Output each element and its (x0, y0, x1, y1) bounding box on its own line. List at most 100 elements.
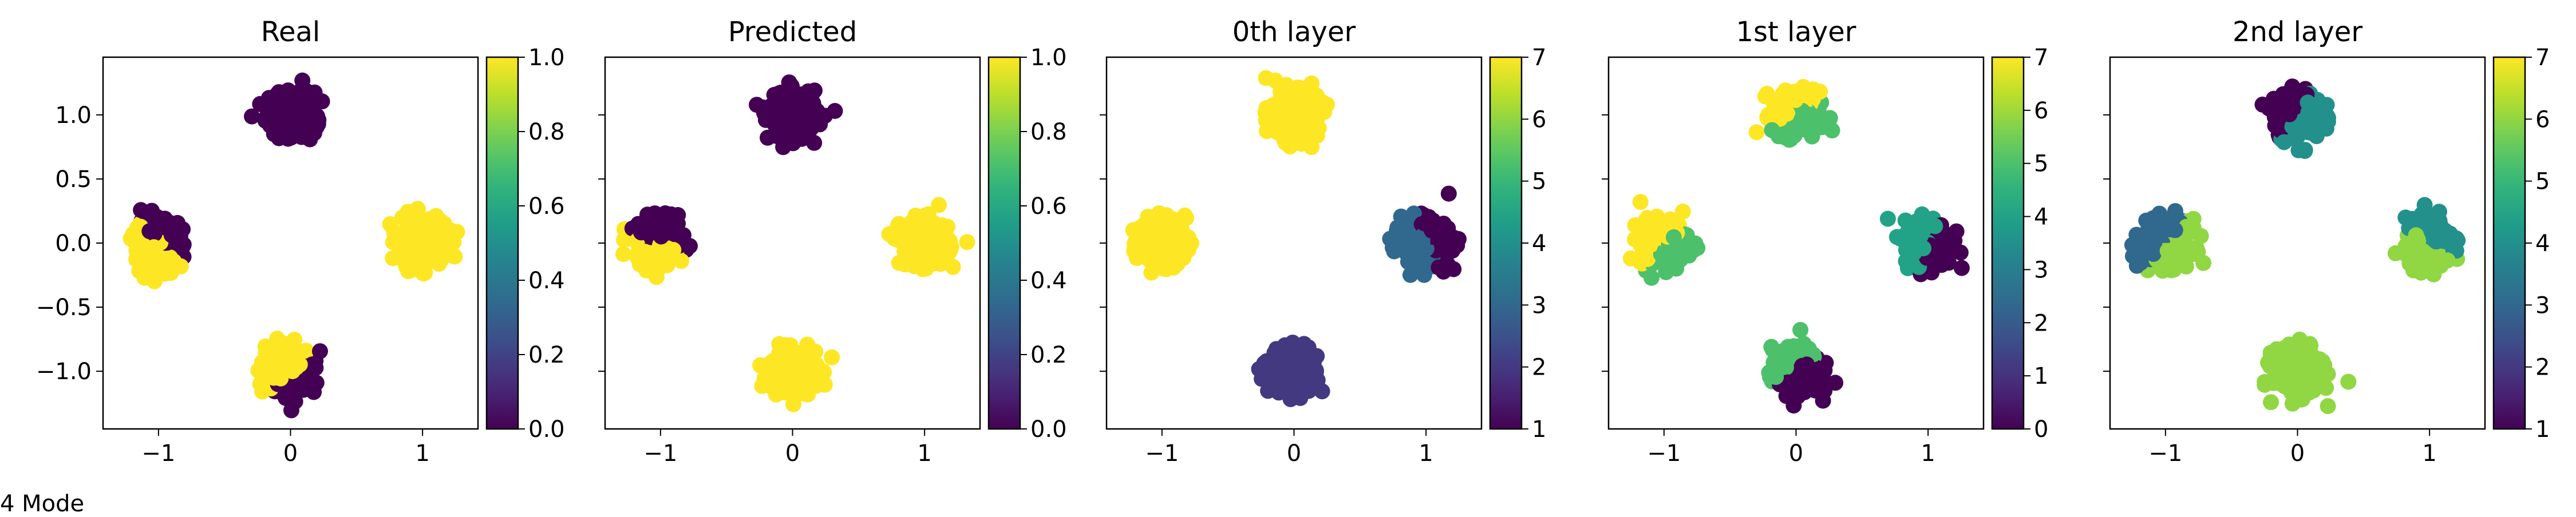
data-point (1927, 218, 1943, 234)
data-point (279, 124, 295, 140)
data-point (1808, 382, 1824, 398)
colorbar-tick-label: 0.2 (528, 342, 565, 368)
data-point (922, 229, 938, 245)
y-tick-label: 0.0 (55, 230, 92, 257)
colorbar-tick-label: 0.6 (1030, 193, 1067, 220)
data-point (827, 103, 843, 119)
data-point (1764, 122, 1780, 138)
points-group (123, 73, 465, 419)
data-point (1880, 211, 1896, 227)
data-point (959, 234, 975, 250)
data-point (754, 100, 771, 116)
colorbar-tick-label: 1 (2034, 363, 2048, 389)
data-point (782, 373, 798, 389)
data-point (2408, 227, 2424, 243)
data-point (1287, 110, 1303, 126)
colorbar-tick-label: 4 (1532, 230, 1546, 257)
data-point (2287, 83, 2303, 99)
data-point (772, 97, 788, 113)
data-point (1404, 233, 1420, 249)
subplot-title: 2nd layer (2233, 16, 2362, 48)
colorbar-tick-label: 0.0 (528, 416, 565, 443)
data-point (1294, 341, 1310, 357)
colorbar-tick-label: 4 (2034, 204, 2048, 230)
colorbar-tick-label: 6 (2034, 98, 2048, 124)
data-point (1915, 240, 1931, 256)
colorbar-tick-label: 7 (1532, 45, 1546, 71)
data-point (632, 256, 648, 272)
colorbar-tick-label: 3 (1532, 292, 1546, 319)
data-point (2282, 106, 2298, 122)
data-point (1768, 369, 1784, 385)
colorbar-tick-label: 0.4 (528, 268, 565, 294)
x-tick-label: 0 (1287, 440, 1301, 467)
data-point (445, 234, 461, 250)
colorbar-gradient (1490, 57, 1522, 429)
data-point (400, 263, 416, 279)
colorbar-tick-label: 0.8 (528, 119, 565, 145)
data-point (146, 239, 162, 255)
data-point (413, 245, 429, 261)
subplot-title: Predicted (728, 16, 857, 48)
data-point (278, 359, 294, 375)
data-point (394, 210, 410, 226)
colorbar-tick-label: 2 (2034, 310, 2048, 336)
x-tick-label: 0 (1789, 440, 1803, 467)
data-point (250, 363, 266, 379)
x-tick-label: 0 (785, 440, 800, 467)
colorbar-tick-label: 5 (2034, 151, 2048, 177)
points-group (615, 74, 975, 412)
data-point (428, 223, 444, 239)
colorbar-tick-label: 0.6 (528, 193, 565, 220)
subplot-title: 1st layer (1736, 16, 1856, 48)
data-point (1171, 228, 1187, 244)
data-point (1792, 322, 1808, 338)
data-point (1393, 209, 1409, 225)
colorbar-tick-label: 1.0 (528, 45, 565, 71)
data-point (1441, 186, 1457, 202)
data-point (1258, 70, 1274, 86)
x-tick-label: 1 (415, 440, 429, 467)
colorbar-tick-label: 0.8 (1030, 119, 1067, 145)
data-point (147, 273, 163, 289)
colorbar: 0.00.20.40.60.81.0 (989, 45, 1067, 443)
data-point (1258, 105, 1274, 121)
colorbar-tick-label: 5 (1532, 169, 1546, 195)
data-point (653, 229, 669, 245)
data-point (768, 352, 784, 368)
data-point (1666, 229, 1682, 245)
data-point (1893, 230, 1909, 246)
x-tick-label: 1 (1419, 440, 1433, 467)
data-point (1689, 240, 1705, 256)
x-tick-label: −1 (1145, 440, 1179, 467)
data-point (1646, 224, 1662, 240)
y-tick-label: 0.5 (55, 166, 92, 193)
data-point (164, 227, 180, 243)
colorbar-tick-label: 0.0 (1030, 416, 1067, 443)
data-point (2304, 120, 2320, 136)
data-point (923, 246, 939, 263)
y-tick-label: −0.5 (36, 295, 92, 321)
data-point (760, 130, 776, 146)
colorbar-gradient (1992, 57, 2024, 429)
data-point (1289, 384, 1305, 400)
data-point (1643, 270, 1660, 286)
colorbar-tick-label: 3 (2034, 257, 2048, 283)
data-point (1795, 115, 1811, 131)
subplot-title: Real (261, 16, 320, 48)
data-point (166, 253, 182, 269)
data-point (289, 99, 305, 115)
x-tick-label: 0 (283, 440, 298, 467)
data-point (1267, 357, 1283, 373)
points-group (1125, 70, 1467, 407)
data-point (388, 249, 404, 265)
data-point (1793, 369, 1809, 385)
data-point (1749, 124, 1765, 140)
colorbar-tick-label: 1 (1532, 416, 1546, 443)
y-tick-label: 1.0 (55, 102, 92, 129)
